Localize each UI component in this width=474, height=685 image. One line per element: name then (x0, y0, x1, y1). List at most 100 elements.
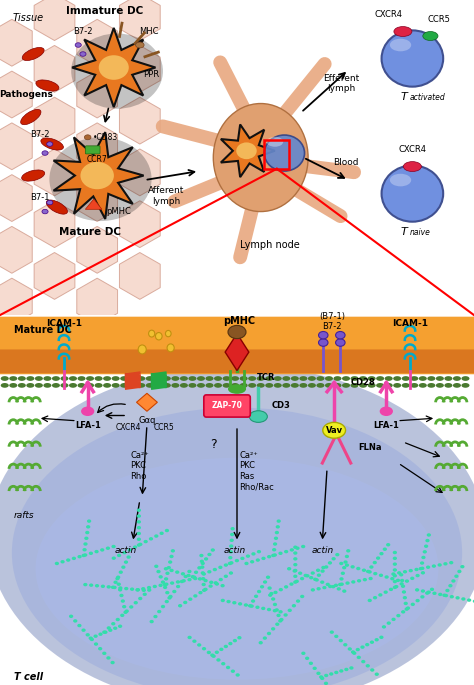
Ellipse shape (279, 618, 283, 621)
Text: CCR5: CCR5 (153, 423, 174, 432)
FancyBboxPatch shape (0, 316, 474, 374)
Ellipse shape (291, 383, 299, 388)
Ellipse shape (93, 634, 98, 638)
Ellipse shape (425, 591, 429, 595)
Ellipse shape (240, 376, 248, 381)
Ellipse shape (308, 383, 316, 388)
Ellipse shape (337, 587, 341, 590)
Ellipse shape (101, 584, 105, 588)
Ellipse shape (120, 614, 124, 617)
Ellipse shape (165, 529, 169, 532)
Ellipse shape (42, 210, 48, 214)
Ellipse shape (423, 550, 427, 553)
Ellipse shape (257, 590, 261, 593)
Ellipse shape (400, 582, 404, 586)
Polygon shape (34, 253, 75, 299)
Polygon shape (0, 123, 32, 170)
Ellipse shape (449, 561, 453, 564)
Ellipse shape (274, 536, 278, 540)
Ellipse shape (287, 567, 291, 571)
Ellipse shape (450, 595, 454, 599)
Ellipse shape (224, 563, 228, 566)
Ellipse shape (117, 553, 121, 557)
Ellipse shape (118, 625, 122, 628)
Ellipse shape (265, 383, 273, 388)
Ellipse shape (313, 577, 317, 581)
Ellipse shape (316, 671, 320, 675)
Text: Mature DC: Mature DC (14, 325, 72, 335)
Ellipse shape (312, 667, 317, 670)
Ellipse shape (141, 587, 146, 590)
Ellipse shape (401, 584, 405, 588)
Ellipse shape (420, 566, 424, 570)
Ellipse shape (320, 677, 324, 680)
Ellipse shape (192, 640, 197, 643)
Ellipse shape (368, 599, 372, 602)
Ellipse shape (453, 383, 461, 388)
Text: actin: actin (311, 546, 333, 555)
Ellipse shape (180, 376, 188, 381)
Ellipse shape (121, 599, 125, 603)
Ellipse shape (61, 376, 69, 381)
Ellipse shape (379, 573, 383, 577)
Ellipse shape (462, 376, 469, 381)
Ellipse shape (229, 545, 233, 548)
Ellipse shape (409, 569, 413, 573)
Ellipse shape (44, 376, 52, 381)
Ellipse shape (393, 551, 397, 554)
Ellipse shape (274, 376, 282, 381)
Ellipse shape (284, 550, 288, 553)
Ellipse shape (317, 376, 325, 381)
Ellipse shape (428, 376, 436, 381)
Ellipse shape (165, 330, 171, 337)
Ellipse shape (228, 556, 232, 560)
Ellipse shape (180, 580, 184, 583)
Ellipse shape (146, 376, 154, 381)
Ellipse shape (82, 628, 86, 632)
Text: Blood: Blood (333, 158, 359, 166)
Ellipse shape (186, 574, 191, 577)
Ellipse shape (257, 383, 264, 388)
Ellipse shape (329, 672, 333, 675)
Ellipse shape (172, 383, 180, 388)
Text: T cell: T cell (14, 672, 43, 682)
Ellipse shape (231, 669, 235, 673)
Ellipse shape (161, 605, 165, 608)
Ellipse shape (206, 383, 213, 388)
Ellipse shape (410, 603, 415, 606)
Text: actin: actin (115, 546, 137, 555)
Ellipse shape (293, 569, 298, 572)
Ellipse shape (419, 376, 427, 381)
Polygon shape (0, 175, 32, 221)
Ellipse shape (78, 383, 86, 388)
Ellipse shape (403, 570, 407, 573)
Ellipse shape (389, 588, 393, 591)
Ellipse shape (111, 622, 115, 625)
Ellipse shape (345, 564, 349, 567)
Text: CCR7: CCR7 (86, 155, 107, 164)
Ellipse shape (86, 633, 90, 636)
Ellipse shape (383, 547, 387, 551)
Ellipse shape (321, 566, 326, 569)
Ellipse shape (347, 647, 352, 651)
Ellipse shape (356, 648, 360, 651)
Ellipse shape (115, 577, 119, 580)
Ellipse shape (379, 552, 383, 556)
Ellipse shape (221, 599, 225, 602)
Ellipse shape (473, 599, 474, 603)
Ellipse shape (342, 589, 346, 593)
Ellipse shape (328, 585, 332, 588)
Polygon shape (0, 19, 32, 66)
Ellipse shape (359, 383, 367, 388)
Ellipse shape (229, 538, 234, 542)
Text: Vav: Vav (326, 426, 343, 435)
Ellipse shape (296, 599, 300, 603)
Ellipse shape (317, 383, 325, 388)
Ellipse shape (404, 608, 409, 611)
Ellipse shape (384, 575, 389, 579)
Ellipse shape (244, 603, 248, 607)
Ellipse shape (390, 577, 394, 580)
Ellipse shape (368, 376, 376, 381)
Ellipse shape (69, 376, 77, 381)
Ellipse shape (159, 575, 163, 579)
